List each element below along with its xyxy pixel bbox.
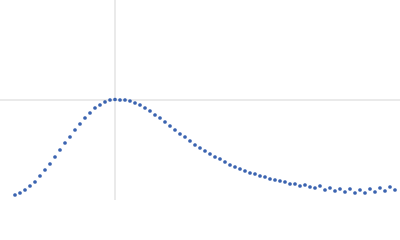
data-point [268,177,272,181]
data-point [28,184,32,188]
data-point [18,191,22,195]
data-point [128,99,132,103]
data-point [293,182,297,186]
data-point [318,184,322,188]
data-point [383,189,387,193]
page: (() => { const data = JSON.parse(documen… [0,0,400,200]
data-point [123,98,127,102]
data-point [153,113,157,117]
data-point [78,122,82,126]
data-point [188,139,192,143]
data-point [308,185,312,189]
data-point [348,187,352,191]
data-point [233,165,237,169]
data-point [253,172,257,176]
data-point [298,184,302,188]
data-point [283,180,287,184]
data-point [368,187,372,191]
data-point [83,116,87,120]
data-point [388,185,392,189]
data-point [133,101,137,105]
data-point [358,188,362,192]
data-point [88,111,92,115]
data-point [148,109,152,113]
data-point [193,143,197,147]
data-point [263,175,267,179]
data-point [43,168,47,172]
data-point [73,128,77,132]
data-point [203,149,207,153]
data-point [138,103,142,107]
data-point [393,188,397,192]
data-point [328,186,332,190]
data-point [48,162,52,166]
data-point [68,135,72,139]
data-point [223,160,227,164]
data-point [33,180,37,184]
data-point [163,120,167,124]
data-point [333,189,337,193]
data-point [373,190,377,194]
data-point [278,179,282,183]
data-point [158,116,162,120]
data-point [258,174,262,178]
data-point [143,106,147,110]
data-point [108,98,112,102]
data-point [218,157,222,161]
data-point [363,191,367,195]
data-point [178,132,182,136]
data-point [198,146,202,150]
data-point [58,148,62,152]
data-point [273,178,277,182]
data-point [93,106,97,110]
data-point [208,152,212,156]
chart [0,0,400,200]
data-point [213,155,217,159]
data-point [288,182,292,186]
data-point [38,174,42,178]
data-point [303,183,307,187]
data-point [113,97,117,102]
data-point [23,188,27,192]
data-point [13,193,17,197]
data-point [313,186,317,190]
data-point [378,186,382,190]
data-point [53,155,57,159]
data-point [168,124,172,128]
data-point [118,98,122,102]
data-point [183,135,187,139]
data-point [173,128,177,132]
data-point [343,190,347,194]
data-point [228,163,232,167]
data-point [63,141,67,145]
data-point [98,103,102,107]
data-point [243,169,247,173]
data-point [238,167,242,171]
data-point [248,171,252,175]
data-point [323,188,327,192]
data-point [103,100,107,104]
data-point [353,191,357,195]
data-point [338,187,342,191]
